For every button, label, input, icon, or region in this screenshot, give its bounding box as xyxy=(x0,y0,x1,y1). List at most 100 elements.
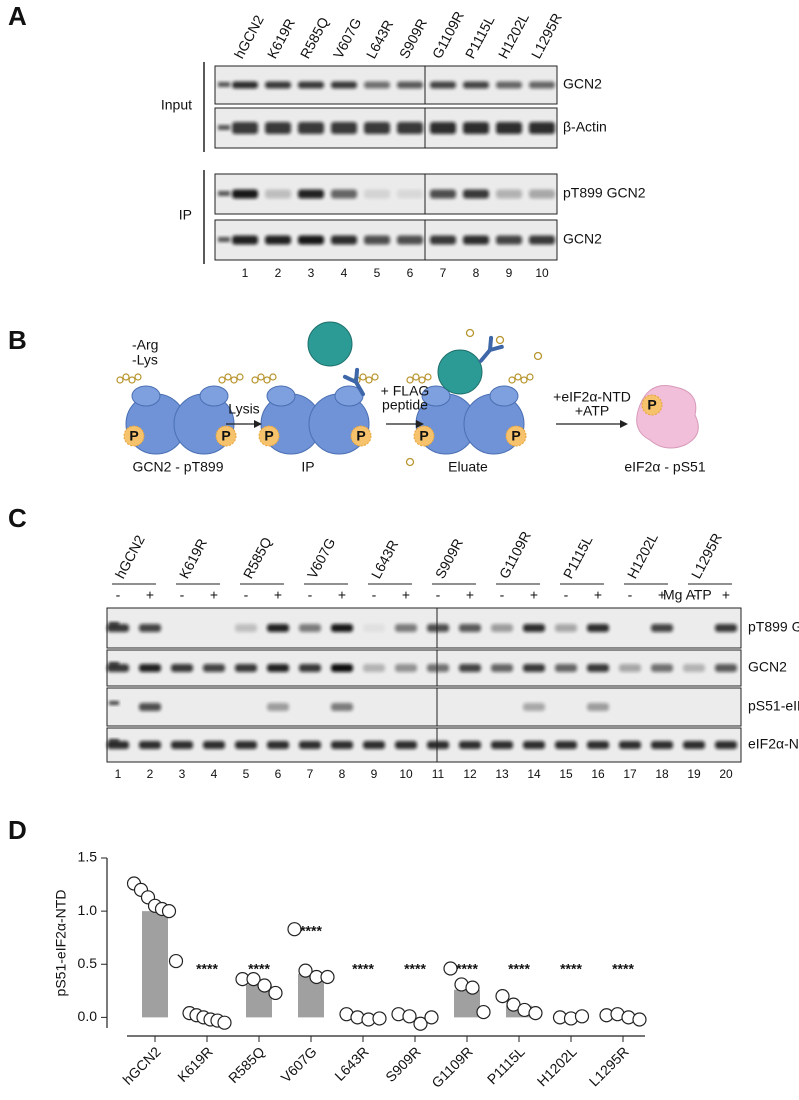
band xyxy=(397,189,423,199)
data-point xyxy=(476,1004,491,1020)
lane-label: H1202L xyxy=(495,10,532,61)
band xyxy=(331,189,357,199)
stage-label: IP xyxy=(301,459,314,475)
band xyxy=(235,741,257,749)
lane-number: 1 xyxy=(242,266,249,280)
x-tick-label: G1109R xyxy=(428,1043,475,1090)
sign: + xyxy=(466,587,474,603)
sign: + xyxy=(274,587,282,603)
lane-number: 9 xyxy=(506,266,513,280)
panel-label: C xyxy=(8,503,27,533)
band xyxy=(463,235,489,245)
band xyxy=(529,122,555,134)
group-label: IP xyxy=(179,207,192,223)
lane-label: R585Q xyxy=(297,14,332,61)
band xyxy=(430,189,456,199)
band xyxy=(298,235,324,245)
eif2a-ntd xyxy=(636,385,699,449)
significance: **** xyxy=(612,960,634,976)
band xyxy=(496,189,522,199)
data-point xyxy=(287,922,302,937)
band xyxy=(459,664,481,672)
x-tick-label: hGCN2 xyxy=(119,1043,163,1087)
data-point xyxy=(246,972,261,987)
sign: + xyxy=(722,587,730,603)
flag-bead xyxy=(365,376,373,384)
lane-label: H1202L xyxy=(624,530,661,581)
condition: -Lys xyxy=(132,352,158,368)
flag-bead xyxy=(269,373,277,381)
band xyxy=(651,624,673,632)
blot-label: pT899 GCN2 xyxy=(748,619,799,635)
flag-bead xyxy=(218,376,226,384)
band xyxy=(298,81,324,89)
flag-bead xyxy=(224,373,232,381)
sign: - xyxy=(372,587,377,603)
sign: - xyxy=(244,587,249,603)
data-point xyxy=(424,1010,439,1025)
ladder-band xyxy=(218,82,230,87)
band xyxy=(299,664,321,672)
lane-number: 12 xyxy=(463,767,477,781)
blot-label: pS51-eIF2α-NTD xyxy=(748,698,799,714)
lane-label: G1109R xyxy=(496,529,534,582)
phospho-label: P xyxy=(647,397,656,413)
phospho-label: P xyxy=(129,428,138,444)
band xyxy=(364,81,390,89)
gcn2-domain xyxy=(199,385,229,407)
band xyxy=(491,741,513,749)
significance: **** xyxy=(300,922,322,938)
band xyxy=(171,664,193,672)
flag-bead xyxy=(514,373,522,381)
blot-label: pT899 GCN2 xyxy=(563,185,646,201)
ladder-band xyxy=(218,125,230,130)
band xyxy=(395,664,417,672)
data-point xyxy=(402,1009,417,1024)
lane-number: 4 xyxy=(211,767,218,781)
y-tick-label: 0.5 xyxy=(78,955,98,971)
phospho-halo xyxy=(641,394,663,416)
lane-number: 8 xyxy=(339,767,346,781)
lane-number: 15 xyxy=(559,767,573,781)
lane-label: L1295R xyxy=(528,10,565,61)
band xyxy=(427,741,449,749)
band xyxy=(171,741,193,749)
band xyxy=(203,741,225,749)
phospho-halo xyxy=(258,425,280,447)
band xyxy=(298,189,324,199)
blot xyxy=(106,607,742,649)
data-point xyxy=(413,1016,428,1031)
gcn2-domain xyxy=(131,385,161,407)
lane-number: 5 xyxy=(374,266,381,280)
sign: + xyxy=(338,587,346,603)
lane-label: L1295R xyxy=(688,530,725,581)
x-tick-label: R585Q xyxy=(225,1043,268,1086)
band xyxy=(364,189,390,199)
band xyxy=(395,624,417,632)
band xyxy=(463,122,489,134)
band xyxy=(491,664,513,672)
sign: - xyxy=(564,587,569,603)
flag-bead xyxy=(263,376,271,384)
panel-label: B xyxy=(8,325,27,355)
ladder-band xyxy=(218,237,230,242)
y-axis-label: pS51-eIF2α-NTD xyxy=(53,890,69,997)
band xyxy=(363,664,385,672)
lane-number: 19 xyxy=(687,767,701,781)
lane-number: 7 xyxy=(440,266,447,280)
lane-number: 9 xyxy=(371,767,378,781)
band xyxy=(715,664,737,672)
blot xyxy=(106,727,742,763)
data-point xyxy=(372,1011,387,1026)
band xyxy=(555,741,577,749)
band xyxy=(430,81,456,89)
group-label: Input xyxy=(161,97,192,113)
band xyxy=(523,741,545,749)
band xyxy=(491,624,513,632)
blot xyxy=(106,649,742,687)
band xyxy=(232,235,258,245)
band xyxy=(331,235,357,245)
band xyxy=(331,703,353,711)
band xyxy=(459,624,481,632)
condition: -Arg xyxy=(132,337,158,353)
